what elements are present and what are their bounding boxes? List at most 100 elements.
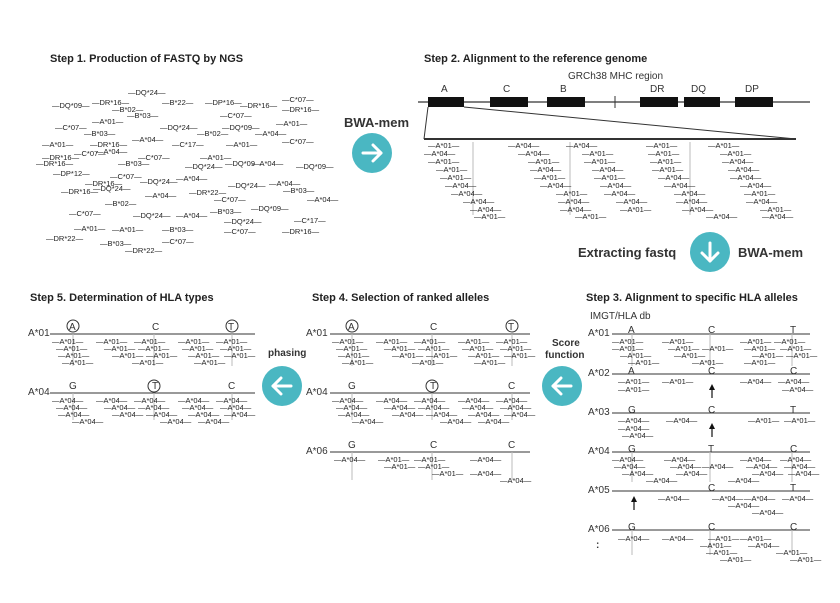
step3-read: —A*01—: [628, 358, 660, 367]
step5-read: —A*01—: [224, 351, 256, 360]
step3-read: —A*04—: [702, 462, 734, 471]
step5-read: —A*01—: [112, 351, 144, 360]
step2-aligned-read: —A*04—: [592, 165, 624, 174]
step2-aligned-read: —A*04—: [616, 197, 648, 206]
step2-aligned-read: —A*04—: [722, 157, 754, 166]
step2-aligned-read: —A*04—: [664, 181, 696, 190]
step5-read: —A*04—: [104, 403, 136, 412]
step3-read: —A*01—: [744, 358, 776, 367]
step5-read: —A*01—: [56, 344, 88, 353]
step3-read: —A*01—: [674, 351, 706, 360]
step5-snp-letter: A: [69, 322, 76, 333]
step1-read: —B*02—: [105, 199, 137, 208]
step4-locus-a01: A*01: [306, 328, 328, 339]
step3-read: —A*04—: [676, 469, 708, 478]
step3-read: —A*04—: [662, 534, 694, 543]
step3-read: —A*04—: [712, 494, 744, 503]
reference-region-label: GRCh38 MHC region: [568, 71, 664, 82]
function-label: function: [545, 350, 585, 361]
step2-aligned-read: —A*04—: [658, 173, 690, 182]
step5-read: —A*01—: [132, 358, 164, 367]
step4-read: —A*01—: [462, 344, 494, 353]
step3-read: —A*01—: [620, 351, 652, 360]
step5-read: —A*01—: [188, 351, 220, 360]
step5-read: —A*01—: [146, 351, 178, 360]
step1-read: —DR*22—: [46, 234, 84, 243]
step3-read: —A*01—: [662, 377, 694, 386]
step1-read: —C*17—: [294, 216, 326, 225]
mismatch-arrow-up-icon: [709, 384, 715, 398]
step3-read: —A*01—: [612, 337, 644, 346]
step1-read: —C*07—: [282, 95, 314, 104]
step4-read: —A*01—: [414, 337, 446, 346]
step4-snp-letter: C: [430, 440, 438, 451]
step2-aligned-read: —A*04—: [508, 141, 540, 150]
step1-read: —DR*22—: [189, 188, 227, 197]
step3-read: —A*01—: [786, 351, 818, 360]
step3-read: —A*04—: [670, 462, 702, 471]
step2-aligned-read: —A*04—: [560, 205, 592, 214]
step4-read: —A*04—: [468, 410, 500, 419]
step3-snp-letter: A: [628, 366, 635, 377]
step1-read: —B*03—: [100, 239, 132, 248]
step3-read: —A*01—: [748, 416, 780, 425]
step2-aligned-read: —A*01—: [556, 189, 588, 198]
down-arrow-circle: [690, 232, 730, 272]
step1-read: —C*07—: [138, 153, 170, 162]
gene-label-c: C: [503, 84, 511, 95]
step4-read: —A*01—: [338, 351, 370, 360]
step2-aligned-read: —A*01—: [650, 157, 682, 166]
step3-read: —A*04—: [666, 416, 698, 425]
step2-aligned-read: —A*04—: [600, 181, 632, 190]
step3-read: —A*01—: [776, 548, 808, 557]
step1-read: —A*01—: [112, 225, 144, 234]
step3-snp-letter: C: [708, 522, 716, 533]
step3-ellipsis: :: [596, 540, 600, 551]
step4-read: —A*01—: [418, 462, 450, 471]
step5-read: —A*01—: [220, 344, 252, 353]
step3-read: —A*04—: [612, 455, 644, 464]
step3-read: —A*04—: [664, 455, 696, 464]
step3-read: —A*01—: [692, 358, 724, 367]
step4-read: —A*04—: [470, 455, 502, 464]
step3-read: —A*01—: [706, 548, 738, 557]
step1-read: —A*04—: [145, 191, 177, 200]
step2-aligned-read: —A*04—: [463, 197, 495, 206]
step2-aligned-read: —A*01—: [594, 173, 626, 182]
step3-read: —A*01—: [744, 344, 776, 353]
step2-aligned-read: —A*04—: [470, 205, 502, 214]
step1-read: —B*22—: [162, 98, 194, 107]
step3-read: —A*04—: [782, 385, 814, 394]
step1-read: —B*03—: [84, 129, 116, 138]
step4-locus-a06: A*06: [306, 446, 328, 457]
step4-read: —A*04—: [496, 396, 528, 405]
step2-aligned-read: —A*01—: [708, 141, 740, 150]
step1-read: —C*07—: [162, 237, 194, 246]
step5-read: —A*01—: [182, 344, 214, 353]
step5-snp-letter: C: [152, 322, 160, 333]
step4-read: —A*01—: [418, 344, 450, 353]
score-label: Score: [552, 338, 580, 349]
step3-read: —A*04—: [782, 494, 814, 503]
extracting-fastq-label: Extracting fastq: [578, 245, 677, 260]
step5-title: Step 5. Determination of HLA types: [30, 292, 214, 304]
step2-aligned-read: —A*04—: [676, 197, 708, 206]
step3-read: —A*04—: [728, 501, 760, 510]
step1-read: —C*07—: [74, 149, 106, 158]
step1-read: —A*01—: [200, 153, 232, 162]
step2-aligned-read: —A*01—: [620, 205, 652, 214]
step1-read: —C*07—: [110, 172, 142, 181]
step2-aligned-read: —A*04—: [740, 181, 772, 190]
step3-read: —A*04—: [618, 416, 650, 425]
step3-read: —A*04—: [748, 541, 780, 550]
step4-read: —A*01—: [342, 358, 374, 367]
step1-read: —DP*12—: [53, 169, 90, 178]
step4-read: —A*01—: [332, 337, 364, 346]
step5-read: —A*04—: [146, 410, 178, 419]
step3-read: —A*04—: [784, 462, 816, 471]
step3-read: —A*01—: [774, 337, 806, 346]
left-arrow-circle-1: [542, 366, 582, 406]
step3-read: —A*04—: [740, 377, 772, 386]
step3-read: —A*01—: [618, 377, 650, 386]
step3-locus-a04: A*04: [588, 446, 610, 457]
